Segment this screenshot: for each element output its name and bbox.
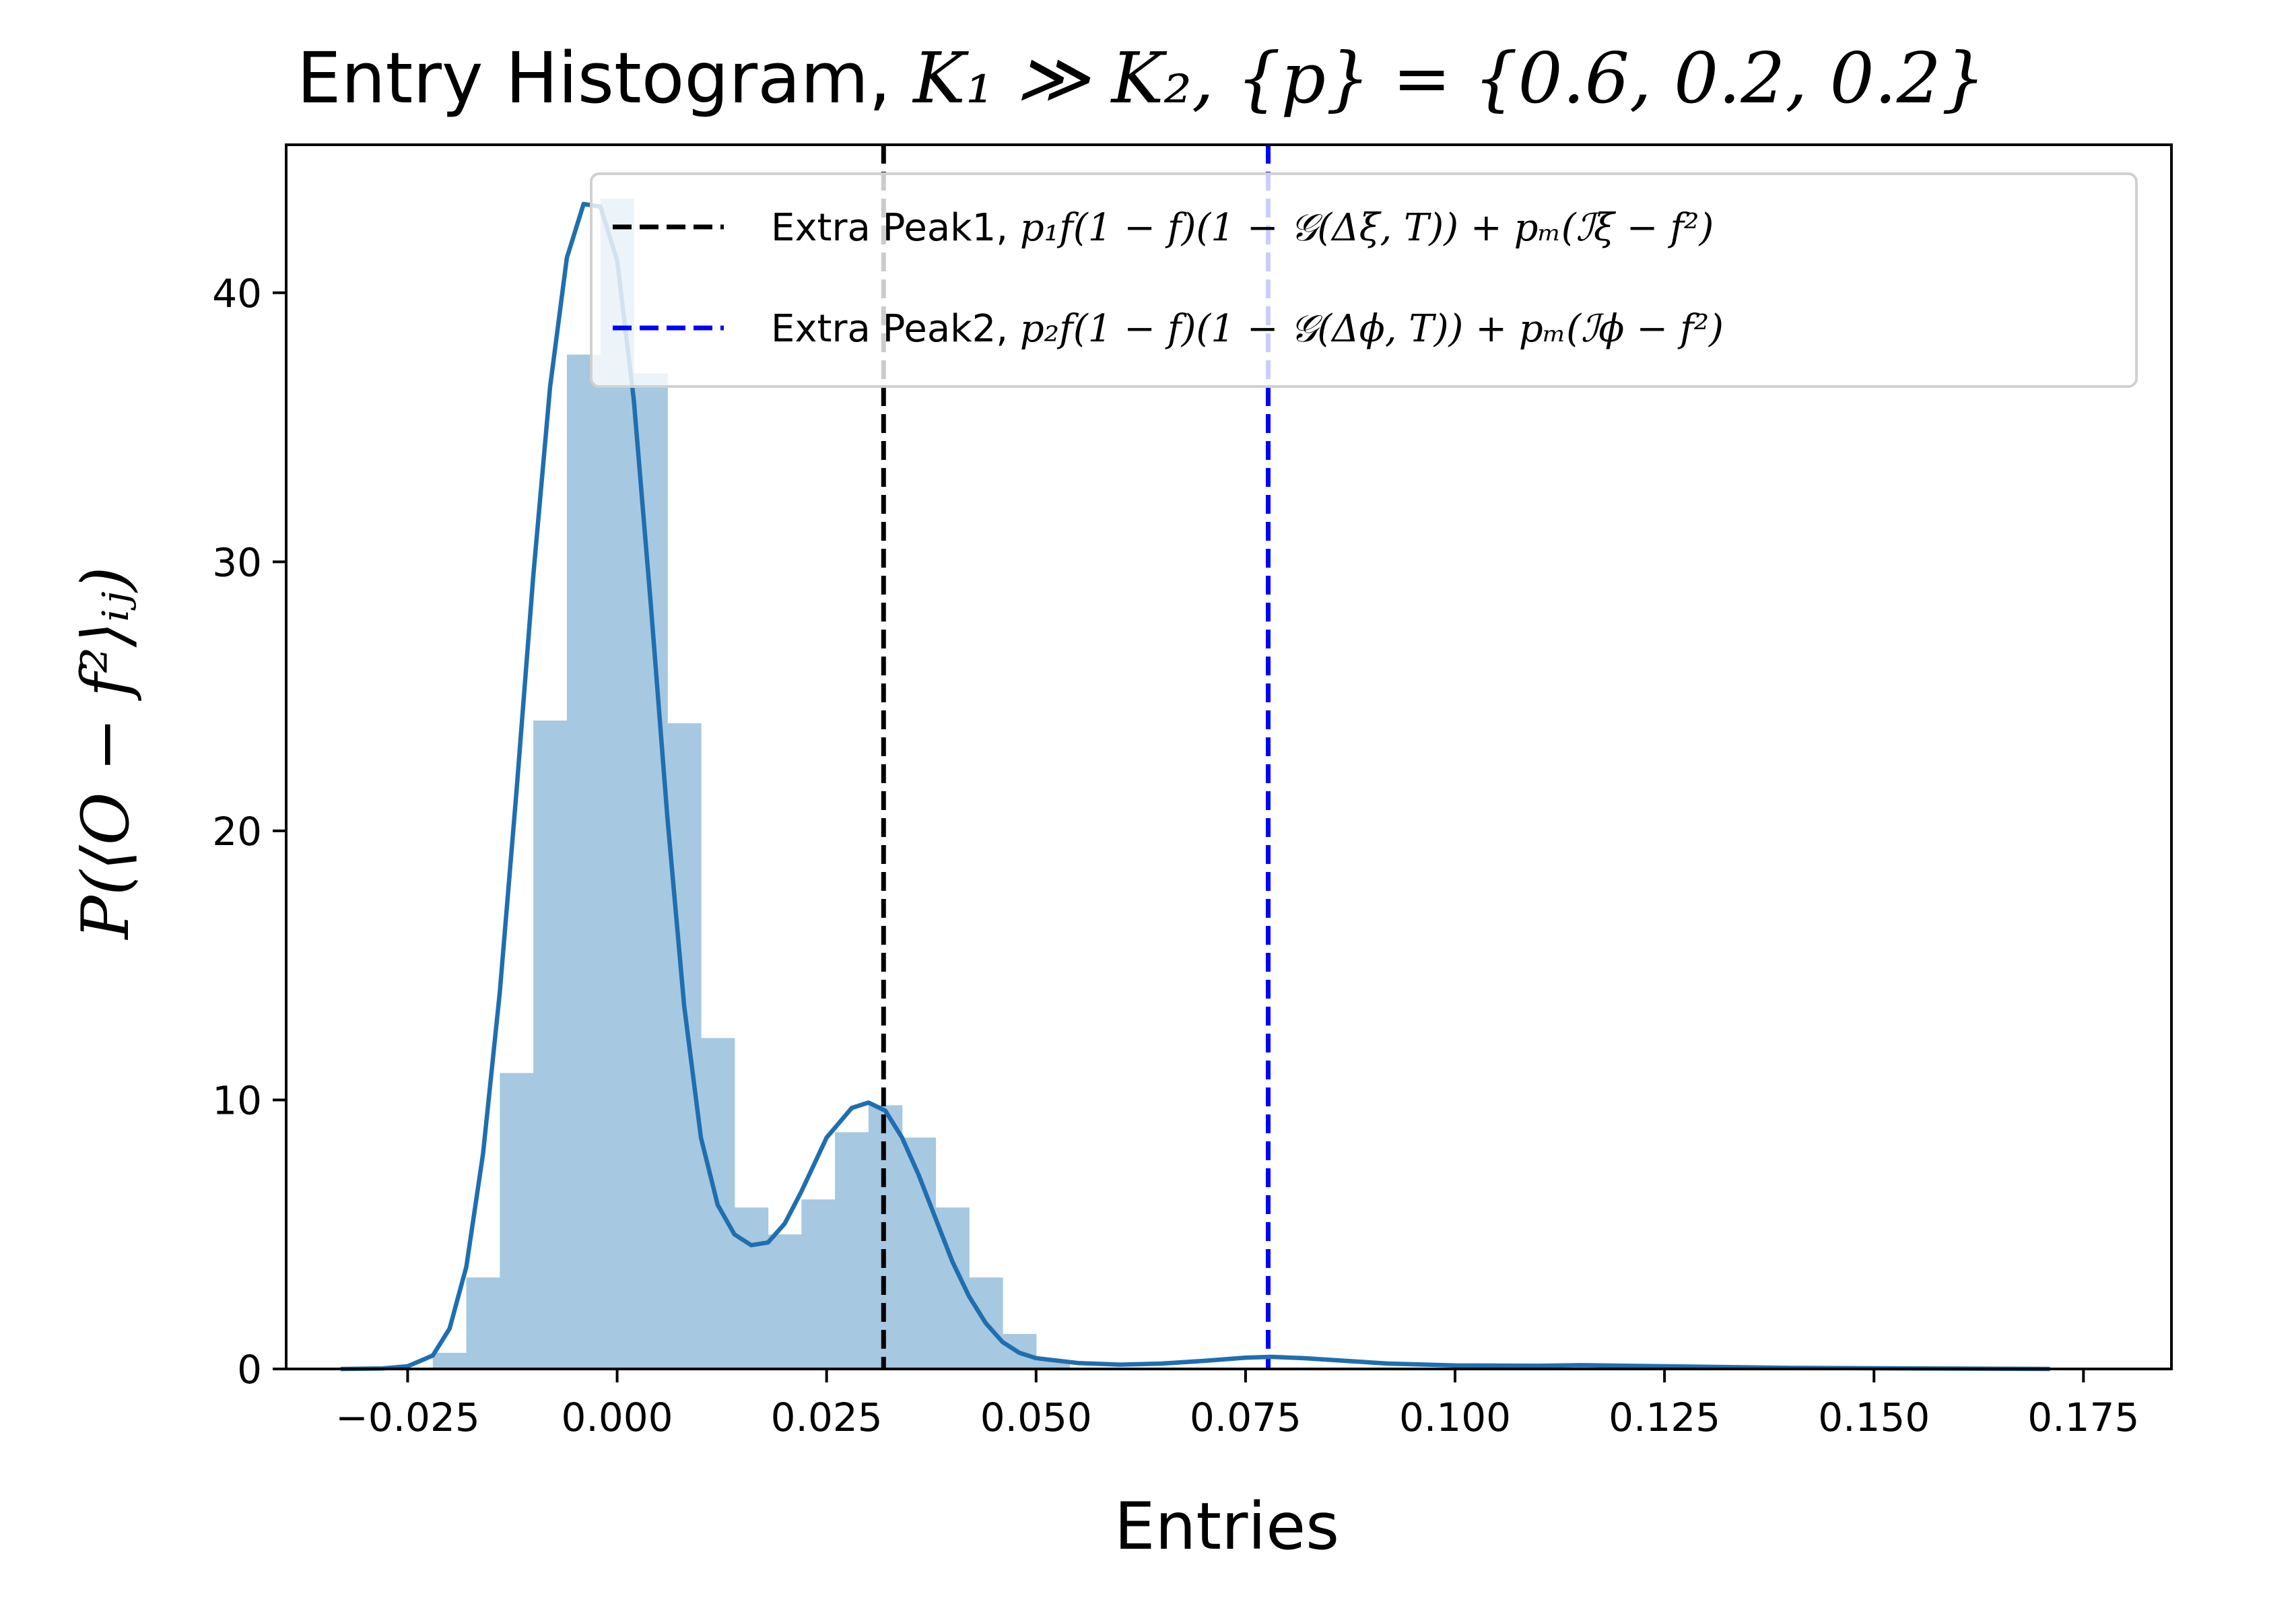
x-tick-label: 0.000 [562,1395,673,1440]
histogram-bar [734,1207,769,1369]
x-axis-label: Entries [1114,1489,1339,1564]
histogram-bar [801,1199,836,1369]
histogram-bar [600,198,635,1369]
histogram-bar [1036,1361,1071,1369]
y-tick-label: 40 [212,271,262,316]
x-tick-label: 0.050 [980,1395,1092,1440]
x-tick-label: 0.100 [1399,1395,1511,1440]
y-axis-label: P(⟨O − f²⟩ᵢⱼ) [68,566,143,940]
histogram-bar [634,373,668,1369]
y-tick-label: 20 [212,809,262,855]
x-tick-label: 0.150 [1818,1395,1930,1440]
chart-title: Entry Histogram, K₁ ≫ K₂, {p} = {0.6, 0.… [297,37,1986,119]
histogram-bar [466,1277,500,1369]
histogram-bar [835,1132,869,1369]
legend-box [590,172,2138,388]
x-tick-label: 0.175 [2027,1395,2139,1440]
histogram-bar [500,1073,534,1369]
histogram-bar [566,354,601,1369]
x-tick-label: 0.075 [1190,1395,1302,1440]
histogram-bar [533,721,568,1369]
legend-label-peak1: Extra Peak1, p₁f(1 − f)(1 − 𝒢(Δξ, T)) + … [771,206,1714,250]
x-axis-ticks: −0.025 0.000 0.025 0.050 0.075 0.100 0.125 0.15… [335,1369,2139,1440]
x-tick-label: −0.025 [335,1395,480,1440]
histogram-bar [667,723,702,1369]
histogram-bar [432,1353,467,1369]
y-tick-label: 10 [212,1077,262,1123]
legend: Extra Peak1, p₁f(1 − f)(1 − 𝒢(Δξ, T)) + … [590,172,2138,388]
plot-frame [285,143,2173,1370]
y-tick-label: 30 [212,539,262,585]
histogram-bar [768,1234,802,1369]
kde-curve [340,201,2050,1372]
x-tick-label: 0.025 [771,1395,883,1440]
y-tick-label: 0 [237,1347,262,1393]
x-tick-label: 0.125 [1609,1395,1720,1440]
legend-label-peak2: Extra Peak2, p₂f(1 − f)(1 − 𝒢(Δϕ, T)) + … [771,307,1724,351]
y-axis-ticks: 0 10 20 30 40 [212,271,286,1393]
